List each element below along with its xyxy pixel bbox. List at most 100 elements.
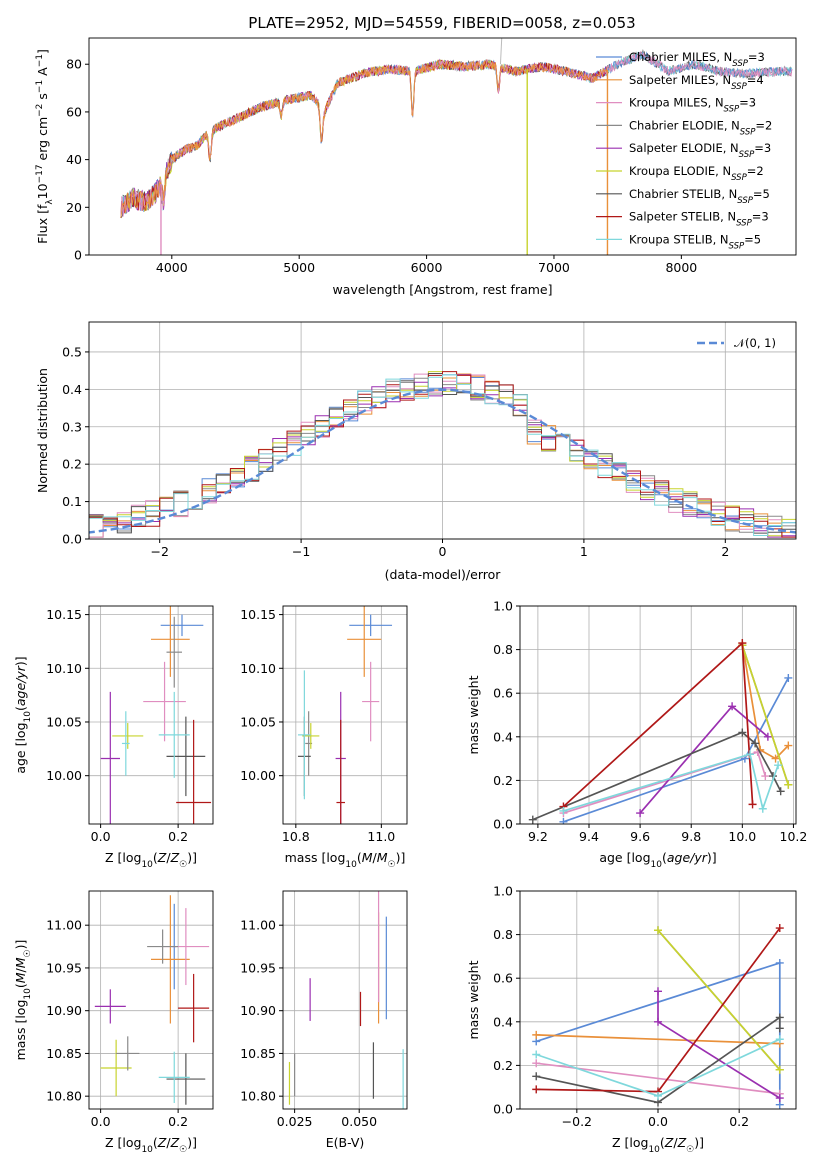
x-tick-label: 0.2 xyxy=(729,1114,749,1129)
x-axis-label: mass [log10(M/M☉)] xyxy=(285,850,406,870)
y-tick-label: 11.00 xyxy=(46,918,82,933)
y-axis-label: mass [log10(M/M☉)] xyxy=(13,940,33,1061)
weight-marker-kroupa_stelib xyxy=(559,806,568,815)
weight-marker-kroupa_stelib xyxy=(774,761,783,770)
label-part: age [log xyxy=(13,722,28,773)
label-part: / xyxy=(673,1135,678,1150)
legend-text: Salpeter MILES, N xyxy=(629,73,731,87)
weight-marker-chabrier_miles xyxy=(559,817,568,824)
label-part: )] xyxy=(694,1135,704,1150)
label-part: Z xyxy=(157,850,167,865)
legend-sub: SSP xyxy=(739,150,755,160)
weight-vs-age-lines xyxy=(528,639,793,824)
y-tick-label: 0.0 xyxy=(62,532,82,547)
x-axis-label: Z [log10(Z/Z☉)] xyxy=(105,850,197,870)
weight-marker-salpeter_elodie xyxy=(654,1017,662,1026)
y-tick-label: 0.6 xyxy=(493,686,513,701)
legend-text: Chabrier ELODIE, N xyxy=(629,118,740,132)
label-part: Z [log xyxy=(612,1135,648,1150)
label-part: 10 xyxy=(141,860,153,870)
y-tick-label: 0.0 xyxy=(493,817,513,832)
label-part: M xyxy=(13,972,28,983)
legend-count: =2 xyxy=(747,164,764,178)
legend-count: =5 xyxy=(753,187,770,201)
weight-marker-salpeter_miles xyxy=(532,1030,541,1039)
label-part: M xyxy=(13,957,28,968)
legend-sub: SSP xyxy=(732,59,748,69)
weight-line-salpeter_miles xyxy=(536,1034,780,1045)
legend-label: 𝒩(0, 1) xyxy=(734,336,776,350)
label-part: Z xyxy=(664,1135,674,1150)
weight-marker-kroupa_stelib xyxy=(746,750,754,759)
y-tick-label: 0.4 xyxy=(493,1014,513,1029)
spectrum-line-salpeter_elodie xyxy=(120,58,608,219)
x-tick-label: 9.8 xyxy=(681,829,701,844)
y-tick-label: 80 xyxy=(66,57,82,72)
label-part: / xyxy=(373,850,378,865)
y-axis-label: age [log10(age/yr)] xyxy=(13,656,33,773)
y-tick-label: 10.95 xyxy=(240,960,276,975)
y-tick-label: 0.3 xyxy=(62,419,82,434)
label-part: M xyxy=(377,850,388,865)
label-part: Flux [f xyxy=(35,204,50,244)
label-part: )] xyxy=(187,1135,197,1150)
y-tick-label: 10.90 xyxy=(46,1003,82,1018)
label-part: A xyxy=(35,67,50,80)
label-part: 10 xyxy=(648,1145,660,1155)
legend-label: Salpeter STELIB, NSSP=3 xyxy=(629,210,769,229)
weight-vs-z-lines xyxy=(532,924,784,1109)
weight-marker-chabrier_stelib xyxy=(738,728,747,737)
legend-count: =5 xyxy=(744,232,761,246)
y-tick-label: 10.15 xyxy=(46,607,82,622)
histogram-axes: −2 −1 0 1 2 0.0 0.1 0.2 0.3 0.4 0.5 xyxy=(62,322,796,559)
label-part: / xyxy=(166,850,171,865)
label-part: 10 xyxy=(35,183,50,199)
x-tick-label: 9.6 xyxy=(630,829,650,844)
weight-line-kroupa_elodie xyxy=(657,929,781,1071)
y-tick-label: 0.2 xyxy=(493,1058,513,1073)
legend-label: Kroupa MILES, NSSP=3 xyxy=(629,96,756,115)
label-part: −1 xyxy=(35,54,45,67)
age-vs-z-points xyxy=(100,606,212,824)
x-tick-label: −0.2 xyxy=(562,1114,592,1129)
label-part: λ xyxy=(45,199,55,205)
legend-sub: SSP xyxy=(731,82,747,92)
y-tick-label: 10.85 xyxy=(46,1046,82,1061)
legend-text: Salpeter ELODIE, N xyxy=(629,141,739,155)
x-tick-label: −2 xyxy=(150,544,168,559)
label-part: ] xyxy=(35,49,50,54)
y-tick-label: 10.05 xyxy=(46,714,82,729)
weight-marker-kroupa_miles xyxy=(761,772,770,781)
y-tick-label: 0.1 xyxy=(62,494,82,509)
weight-marker-salpeter_stelib xyxy=(738,639,747,648)
y-tick-label: 0.4 xyxy=(62,382,82,397)
mass-vs-z-frame xyxy=(88,890,214,1110)
label-part: −2 xyxy=(35,104,45,117)
label-part: erg cm xyxy=(35,117,50,165)
legend-count: =3 xyxy=(739,96,756,110)
x-tick-label: 4000 xyxy=(156,260,188,275)
label-part: / xyxy=(13,967,28,972)
weight-marker-salpeter_stelib xyxy=(532,1085,541,1094)
x-tick-label: 10.0 xyxy=(728,829,756,844)
x-axis-label: wavelength [Angstrom, rest frame] xyxy=(332,282,552,297)
x-axis-label: Z [log10(Z/Z☉)] xyxy=(612,1135,704,1155)
weight-marker-chabrier_stelib xyxy=(528,815,537,824)
label-part: ☉ xyxy=(388,860,396,870)
weight-marker-kroupa_elodie xyxy=(784,780,793,789)
label-part: Z xyxy=(157,1135,167,1150)
age-vs-mass-points xyxy=(297,606,393,824)
label-part: Z xyxy=(170,1135,180,1150)
y-tick-label: 0.5 xyxy=(62,344,82,359)
y-tick-label: 11.00 xyxy=(240,918,276,933)
label-part: )] xyxy=(707,850,717,865)
histogram-steps xyxy=(89,371,796,538)
label-part: age/yr xyxy=(13,665,28,706)
weight-line-kroupa_stelib xyxy=(563,753,779,812)
mass-vs-z-axes: 0.0 0.2 10.80 10.85 10.90 10.95 11.00 xyxy=(46,891,213,1129)
label-part: ( xyxy=(662,850,667,865)
legend-text: Chabrier MILES, N xyxy=(629,50,732,64)
label-part: )] xyxy=(13,940,28,950)
legend-label: Chabrier MILES, NSSP=3 xyxy=(629,50,765,69)
label-part: ☉ xyxy=(179,1145,187,1155)
